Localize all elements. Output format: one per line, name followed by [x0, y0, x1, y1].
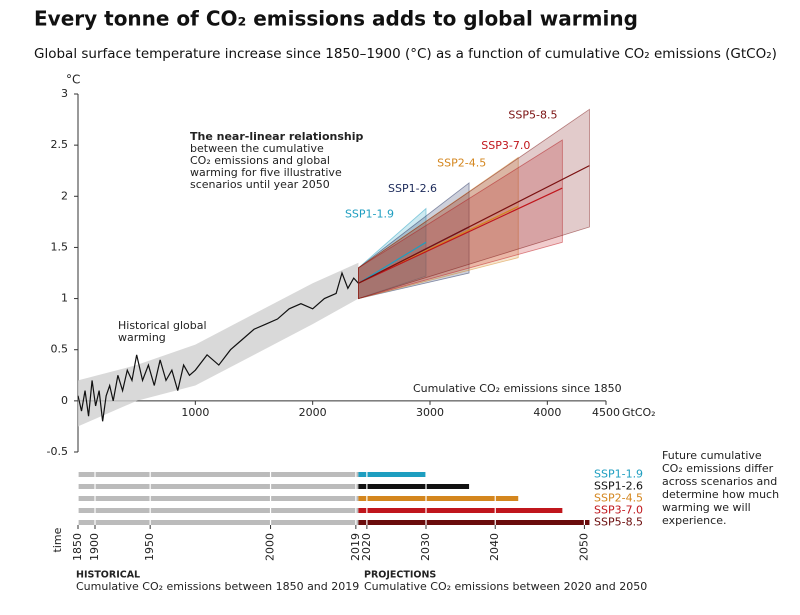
x-tick-label: 1000: [181, 406, 209, 419]
year-label: 1850: [71, 533, 84, 561]
historical-line: [77, 271, 359, 422]
x-unit: GtCO₂: [622, 406, 656, 419]
bar-segment: [358, 484, 470, 489]
y-unit: °C: [66, 73, 80, 87]
time-label: time: [51, 527, 64, 552]
annotation: CO₂ emissions and global: [190, 154, 330, 167]
year-label: 2050: [577, 533, 590, 561]
year-label: 2030: [419, 533, 432, 561]
scenario-label: SSP3-7.0: [481, 139, 530, 152]
scenario-label: SSP1-1.9: [345, 208, 394, 221]
bar-segment: [78, 520, 359, 525]
scenario-line: [358, 165, 590, 284]
scenario-label: SSP1-2.6: [388, 182, 437, 195]
projections-description: Cumulative CO₂ emissions between 2020 an…: [364, 580, 647, 593]
annotation: scenarios until year 2050: [190, 178, 330, 191]
scenario-range: [358, 108, 590, 300]
bar-segment: [78, 508, 359, 513]
scenario-label: SSP5-8.5: [508, 108, 557, 121]
bar-segment: [358, 508, 563, 513]
scenario-line: [358, 187, 563, 284]
category-label: SSP2-4.5: [594, 492, 643, 505]
y-tick-label: 2.5: [51, 138, 69, 151]
bar-segment: [358, 496, 519, 501]
annotation: warming for five illustrative: [190, 166, 342, 179]
bar-segment: [78, 472, 359, 477]
y-tick-label: 0.5: [51, 343, 69, 356]
scenario-line: [358, 241, 427, 284]
historical-description: Cumulative CO₂ emissions between 1850 an…: [76, 580, 359, 593]
x-tick-label: 2000: [299, 406, 327, 419]
note: across scenarios and: [662, 475, 777, 488]
y-tick-label: 1.5: [51, 240, 69, 253]
year-label: 2019: [349, 533, 362, 561]
note: CO₂ emissions differ: [662, 462, 774, 475]
y-tick-label: 2: [61, 189, 68, 202]
x-tick-label: 3000: [416, 406, 444, 419]
year-label: 1900: [88, 533, 101, 561]
historical-heading: HISTORICAL: [76, 570, 140, 581]
y-tick-label: 1: [61, 292, 68, 305]
y-tick-label: 0: [61, 394, 68, 407]
scenario-label: SSP2-4.5: [437, 156, 486, 169]
year-label: 2020: [360, 533, 373, 561]
historical-label: warming: [118, 331, 166, 344]
x-tick-label: 4500: [592, 406, 620, 419]
bar-segment: [78, 484, 359, 489]
bar-segment: [358, 472, 427, 477]
x-tick-label: 4000: [533, 406, 561, 419]
historical-range: [78, 262, 359, 427]
projections-heading: PROJECTIONS: [364, 570, 436, 581]
year-label: 2000: [264, 533, 277, 561]
year-label: 1950: [143, 533, 156, 561]
chart-title: Every tonne of CO₂ emissions adds to glo…: [34, 7, 638, 31]
x-axis-title: Cumulative CO₂ emissions since 1850: [413, 382, 622, 395]
note: warming we will: [662, 501, 751, 514]
chart-subtitle: Global surface temperature increase sinc…: [34, 46, 777, 62]
y-tick-label: 3: [61, 87, 68, 100]
year-label: 2040: [488, 533, 501, 561]
category-label: SSP1-1.9: [594, 468, 643, 481]
category-label: SSP5-8.5: [594, 516, 643, 529]
bar-segment: [78, 496, 359, 501]
y-tick-label: -0.5: [47, 445, 68, 458]
note: Future cumulative: [662, 449, 762, 462]
category-label: SSP3-7.0: [594, 504, 643, 517]
annotation: The near-linear relationship: [190, 130, 363, 143]
bar-segment: [358, 520, 590, 525]
note: determine how much: [662, 488, 779, 501]
annotation: between the cumulative: [190, 142, 324, 155]
historical-label: Historical global: [118, 319, 207, 332]
category-label: SSP1-2.6: [594, 480, 643, 493]
note: experience.: [662, 514, 726, 527]
